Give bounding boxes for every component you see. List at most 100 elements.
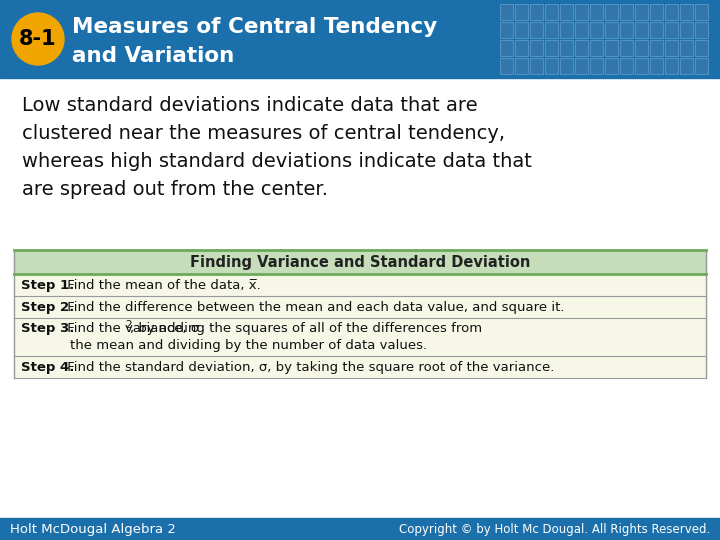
Bar [560,58,573,74]
Bar [680,58,693,74]
Bar [14,318,706,356]
Bar [560,58,573,74]
Bar [605,22,618,38]
Bar [560,22,573,38]
Bar [545,4,558,20]
Bar [545,40,558,56]
Bar [14,250,706,274]
Text: are spread out from the center.: are spread out from the center. [22,180,328,199]
Bar [500,4,513,20]
Bar [620,40,633,56]
Text: Step 1.: Step 1. [21,279,74,292]
Bar [605,58,618,74]
Text: Measures of Central Tendency: Measures of Central Tendency [72,17,437,37]
Text: Find the difference between the mean and each data value, and square it.: Find the difference between the mean and… [63,300,564,314]
Bar [575,58,588,74]
Bar [515,40,528,56]
Text: 2: 2 [125,320,132,329]
Bar [14,296,706,318]
Bar [575,22,588,38]
Bar [515,22,528,38]
Bar [590,22,603,38]
Bar [545,40,558,56]
Bar [530,4,543,20]
Bar [635,58,648,74]
Bar [545,58,558,74]
Bar [590,4,603,20]
Bar [695,4,708,20]
Bar [0,0,720,78]
Bar [680,22,693,38]
Text: Finding Variance and Standard Deviation: Finding Variance and Standard Deviation [190,254,530,269]
Bar [665,4,678,20]
Bar [545,58,558,74]
Bar [14,356,706,378]
Bar [665,40,678,56]
Bar [680,40,693,56]
Bar [695,40,708,56]
Text: Step 4.: Step 4. [21,361,74,374]
Bar [575,4,588,20]
Bar [680,4,693,20]
Bar [500,40,513,56]
Bar [605,4,618,20]
Bar [500,22,513,38]
Bar [650,40,663,56]
Bar [680,58,693,74]
Bar [665,4,678,20]
Bar [500,4,513,20]
Bar [680,4,693,20]
Bar [650,58,663,74]
Circle shape [12,13,64,65]
Bar [560,4,573,20]
Bar [530,22,543,38]
Bar [650,22,663,38]
Bar [575,40,588,56]
Bar [530,40,543,56]
Bar [695,58,708,74]
Bar [545,22,558,38]
Bar [590,22,603,38]
Bar [560,40,573,56]
Bar [680,40,693,56]
Bar [620,22,633,38]
Bar [0,518,720,540]
Bar [665,22,678,38]
Bar [635,40,648,56]
Bar [14,274,706,296]
Bar [695,22,708,38]
Text: Step 3.: Step 3. [21,322,74,335]
Bar [650,22,663,38]
Text: Copyright © by Holt Mc Dougal. All Rights Reserved.: Copyright © by Holt Mc Dougal. All Right… [399,523,710,536]
Bar [620,40,633,56]
Bar [605,40,618,56]
Bar [590,40,603,56]
Bar [575,22,588,38]
Bar [665,40,678,56]
Bar [620,4,633,20]
Bar [575,40,588,56]
Text: Find the variance, σ: Find the variance, σ [63,322,199,335]
Bar [650,40,663,56]
Bar [500,40,513,56]
Bar [620,58,633,74]
Bar [530,40,543,56]
Text: Holt McDougal Algebra 2: Holt McDougal Algebra 2 [10,523,176,536]
Bar [635,4,648,20]
Bar [635,22,648,38]
Text: clustered near the measures of central tendency,: clustered near the measures of central t… [22,124,505,143]
Text: the mean and dividing by the number of data values.: the mean and dividing by the number of d… [70,339,427,352]
Bar [560,40,573,56]
Bar [620,22,633,38]
Bar [665,22,678,38]
Bar [605,58,618,74]
Bar [680,22,693,38]
Bar [545,4,558,20]
Bar [635,22,648,38]
Bar [590,4,603,20]
Bar [695,40,708,56]
Bar [500,58,513,74]
Bar [635,40,648,56]
Bar [605,40,618,56]
Bar [695,22,708,38]
